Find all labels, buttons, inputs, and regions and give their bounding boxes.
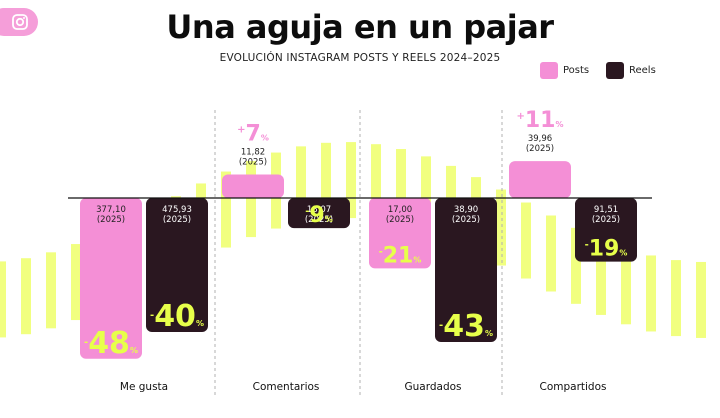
pct-symbol: %: [196, 319, 204, 328]
legend-swatch-posts: [540, 62, 558, 79]
pct-change-reels-guardados: -43%: [439, 309, 493, 344]
pct-sign: +: [237, 125, 245, 136]
value-unit-posts-guardados: (2025): [386, 215, 414, 225]
pct-sign: -: [585, 240, 589, 251]
haystack-stripe: [221, 171, 231, 248]
pct-change-posts-me-gusta: -48%: [84, 326, 138, 361]
pct-symbol: %: [261, 134, 269, 143]
haystack-stripe: [346, 142, 356, 219]
pct-change-reels-compartidos: -19%: [585, 237, 628, 262]
bar-reels-guardados: [435, 198, 497, 343]
value-unit-posts-me-gusta: (2025): [97, 215, 125, 225]
haystack-stripe: [621, 248, 631, 325]
instagram-icon: [12, 14, 28, 30]
bar-posts-comentarios: [222, 174, 284, 198]
pct-symbol: %: [325, 215, 333, 224]
haystack-stripe: [21, 258, 31, 335]
haystack-stripe: [696, 261, 706, 338]
haystack-stripe: [0, 261, 6, 338]
pct-change-reels-comentarios: -9%: [305, 203, 332, 228]
pct-sign: -: [305, 206, 309, 217]
pct-change-posts-compartidos: +11%: [516, 108, 563, 133]
pct-number: 43: [443, 309, 485, 344]
value-label-posts-comentarios: 11,82: [241, 148, 265, 158]
value-unit-reels-compartidos: (2025): [592, 215, 620, 225]
chart-subtitle: EVOLUCIÓN INSTAGRAM POSTS Y REELS 2024–2…: [219, 52, 501, 64]
haystack-stripe: [46, 252, 56, 329]
haystack-stripe: [521, 202, 531, 279]
value-label-posts-guardados: 17,00: [388, 205, 412, 215]
value-label-reels-compartidos: 91,51: [594, 205, 618, 215]
value-unit-posts-compartidos: (2025): [526, 144, 554, 154]
haystack-stripe: [571, 227, 581, 304]
haystack-stripe: [671, 260, 681, 337]
pct-sign: -: [439, 320, 443, 331]
pct-change-posts-comentarios: +7%: [237, 122, 269, 147]
pct-symbol: %: [130, 346, 138, 355]
pct-sign: -: [150, 310, 154, 321]
value-label-posts-compartidos: 39,96: [528, 134, 552, 144]
value-unit-posts-comentarios: (2025): [239, 158, 267, 168]
pct-symbol: %: [619, 249, 627, 258]
value-label-reels-guardados: 38,90: [454, 205, 478, 215]
pct-number: 7: [246, 122, 261, 147]
legend-item-posts: Posts: [540, 62, 589, 79]
haystack-stripe: [496, 189, 506, 266]
value-unit-reels-comentarios: (2025): [305, 215, 333, 225]
haystack-stripe: [296, 146, 306, 223]
pct-sign: -: [379, 246, 383, 257]
haystack-stripe: [546, 215, 556, 292]
haystack-stripe: [646, 255, 656, 332]
bar-reels-compartidos: [575, 198, 637, 262]
bar-reels-me-gusta: [146, 198, 208, 332]
bar-posts-compartidos: [509, 161, 571, 198]
instagram-badge[interactable]: [0, 8, 38, 36]
pct-number: 40: [154, 299, 196, 334]
haystack-stripe: [596, 238, 606, 315]
chart-title: Una aguja en un pajar: [166, 8, 554, 46]
category-label-me-gusta: Me gusta: [120, 381, 168, 393]
pct-number: 21: [383, 243, 414, 268]
pct-change-reels-me-gusta: -40%: [150, 299, 204, 334]
haystack-stripe: [421, 156, 431, 233]
legend-swatch-reels: [606, 62, 624, 79]
value-label-reels-me-gusta: 475,93: [162, 205, 192, 215]
haystack-stripe: [396, 149, 406, 226]
category-label-comentarios: Comentarios: [253, 381, 320, 393]
value-label-posts-me-gusta: 377,10: [96, 205, 126, 215]
bar-posts-me-gusta: [80, 198, 142, 359]
pct-symbol: %: [556, 120, 564, 129]
pct-sign: +: [516, 111, 524, 122]
haystack-stripe: [371, 144, 381, 221]
haystack-stripe: [321, 142, 331, 219]
legend-label-posts: Posts: [563, 65, 590, 76]
category-label-guardados: Guardados: [404, 381, 461, 393]
pct-number: 48: [88, 326, 130, 361]
bar-reels-comentarios: [288, 198, 350, 229]
category-label-compartidos: Compartidos: [540, 381, 607, 393]
legend-item-reels: Reels: [606, 62, 656, 79]
pct-number: 9: [309, 203, 324, 228]
pct-symbol: %: [413, 255, 421, 264]
bar-posts-guardados: [369, 198, 431, 269]
pct-number: 11: [525, 108, 556, 133]
pct-number: 19: [589, 237, 620, 262]
value-unit-reels-guardados: (2025): [452, 215, 480, 225]
haystack-stripe: [246, 161, 256, 238]
value-label-reels-comentarios: 18,07: [307, 205, 331, 215]
pct-sign: -: [84, 337, 88, 348]
value-unit-reels-me-gusta: (2025): [163, 215, 191, 225]
legend-label-reels: Reels: [629, 65, 656, 76]
pct-symbol: %: [485, 329, 493, 338]
haystack-stripe: [71, 244, 81, 321]
pct-change-posts-guardados: -21%: [379, 243, 422, 268]
